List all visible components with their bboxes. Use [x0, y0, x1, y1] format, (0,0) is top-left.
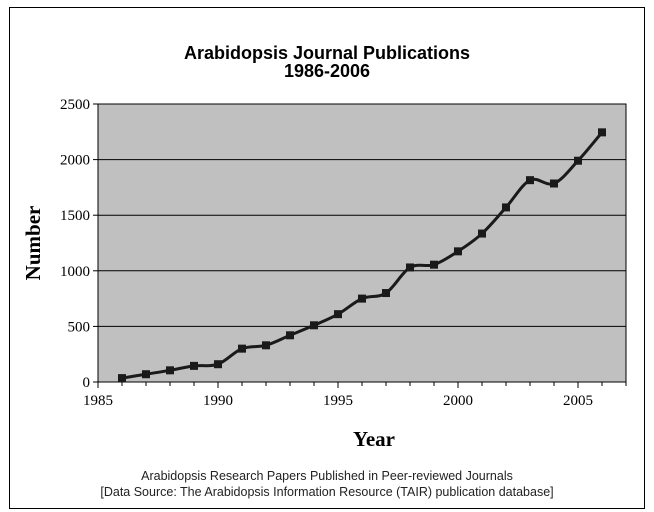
data-markers	[118, 128, 606, 383]
data-point	[142, 370, 150, 379]
x-tick-label: 1990	[203, 393, 233, 409]
data-point	[238, 344, 246, 353]
y-tick-label: 1500	[60, 208, 90, 224]
data-point	[118, 374, 126, 383]
data-point	[310, 321, 318, 330]
y-tick-label: 500	[68, 319, 91, 335]
caption-line-2: [Data Source: The Arabidopsis Informatio…	[100, 485, 554, 499]
x-axis-title: Year	[353, 427, 395, 451]
data-point	[358, 294, 366, 303]
data-point	[190, 361, 198, 370]
axes	[93, 103, 627, 388]
line-chart: 0 500 1000 1500 2000 2500 1985 1990 1995 2000 200…	[21, 97, 627, 451]
y-tick-labels: 0 500 1000 1500 2000 2500	[60, 97, 90, 391]
x-tick-label: 1985	[83, 393, 113, 409]
caption-line-1: Arabidopsis Research Papers Published in…	[141, 469, 513, 483]
data-point	[262, 341, 270, 350]
gridlines	[98, 103, 626, 327]
data-point	[478, 229, 486, 238]
data-point	[166, 366, 174, 375]
data-point	[526, 176, 534, 185]
x-tick-label: 2005	[563, 393, 593, 409]
data-point	[574, 156, 582, 165]
plot-area	[97, 103, 627, 383]
data-point	[598, 128, 606, 137]
y-tick-label: 2500	[60, 97, 90, 113]
x-tick-label: 2000	[443, 393, 473, 409]
data-point	[454, 247, 462, 256]
data-point	[550, 179, 558, 188]
data-point	[406, 263, 414, 272]
data-point	[286, 331, 294, 340]
chart-title: Arabidopsis Journal Publications	[183, 43, 471, 63]
y-tick-label: 2000	[60, 153, 90, 169]
x-tick-label: 1995	[323, 393, 353, 409]
chart-subtitle: 1986-2006	[283, 61, 371, 81]
data-point	[502, 203, 510, 212]
y-tick-label: 0	[83, 375, 91, 391]
data-point	[334, 310, 342, 319]
y-tick-label: 1000	[60, 264, 90, 280]
data-point	[214, 360, 222, 369]
data-point	[430, 260, 438, 269]
x-tick-labels: 1985 1990 1995 2000 2005	[83, 393, 593, 409]
data-point	[382, 289, 390, 298]
y-axis-title: Number	[21, 206, 45, 281]
